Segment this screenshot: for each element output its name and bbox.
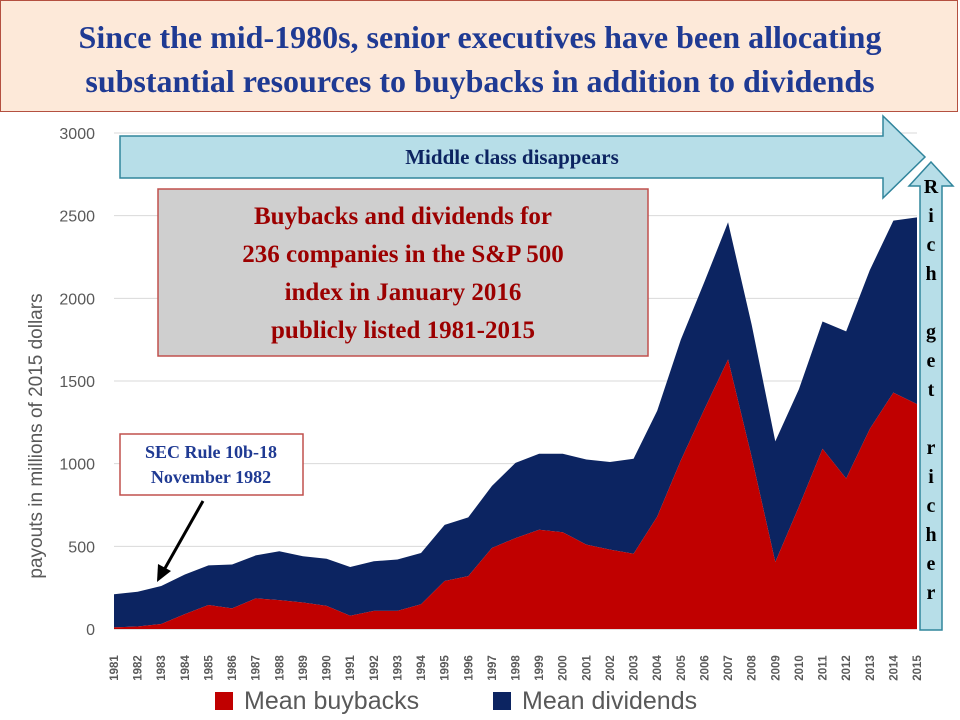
x-tick-label: 1998 (511, 655, 523, 681)
legend-swatch-dividends (493, 692, 511, 710)
rich-letter: c (927, 495, 936, 517)
legend-label-buybacks: Mean buybacks (244, 687, 419, 715)
x-tick-label: 1983 (156, 655, 168, 681)
rich-arrow (907, 160, 955, 631)
x-tick-label: 2013 (865, 655, 877, 681)
sec-rule-line: SEC Rule 10b-18 (145, 442, 277, 462)
series-area-dividends (114, 217, 917, 628)
sec-rule-line: November 1982 (151, 467, 271, 487)
description-line: index in January 2016 (285, 279, 522, 306)
x-tick-label: 2009 (770, 655, 782, 681)
x-tick-label: 1988 (274, 655, 286, 681)
middle-class-arrow (119, 114, 927, 200)
description-box (157, 188, 649, 357)
x-tick-label: 2015 (912, 655, 924, 681)
x-tick-label: 2011 (818, 655, 830, 681)
x-tick-label: 1999 (534, 655, 546, 681)
x-tick-label: 1984 (180, 655, 192, 681)
x-tick-label: 2007 (723, 655, 735, 681)
x-tick-labels: 1981 1982 1983 1984 1985 1986 1987 1988 1989 1990… (109, 655, 924, 681)
x-tick-label: 2008 (747, 655, 759, 681)
x-tick-label: 1993 (392, 655, 404, 681)
y-tick-labels: 0 500 1000 1500 2000 2500 3000 (59, 126, 95, 639)
rich-letter: g (926, 321, 936, 343)
x-tick-label: 2001 (581, 655, 593, 681)
rich-letter: i (928, 466, 934, 488)
x-tick-label: 2002 (605, 655, 617, 681)
x-tick-label: 1995 (440, 655, 452, 681)
rich-letter: e (927, 350, 936, 372)
x-tick-label: 1986 (227, 655, 239, 681)
y-tick-label: 0 (86, 622, 95, 639)
sec-rule-box (119, 433, 304, 496)
description-line: publicly listed 1981-2015 (271, 317, 535, 344)
legend-label-dividends: Mean dividends (522, 687, 697, 715)
y-tick-label: 2500 (59, 209, 95, 226)
y-tick-label: 3000 (59, 126, 95, 143)
rich-letter: i (928, 205, 934, 227)
y-tick-label: 2000 (59, 291, 95, 308)
sec-rule-text: SEC Rule 10b-18 November 1982 (145, 442, 277, 487)
y-tick-label: 1500 (59, 374, 95, 391)
x-tick-label: 2000 (558, 655, 570, 681)
x-tick-label: 2010 (794, 655, 806, 681)
x-tick-label: 1982 (133, 655, 145, 681)
x-tick-label: 2014 (888, 655, 900, 681)
rich-letter: e (927, 553, 936, 575)
x-tick-label: 2005 (676, 655, 688, 681)
x-tick-label: 1996 (463, 655, 475, 681)
rich-letter: h (925, 524, 936, 546)
x-tick-label: 1987 (251, 655, 263, 681)
sec-arrow (162, 500, 205, 571)
series-area-buybacks (114, 359, 917, 629)
y-tick-label: 500 (68, 539, 95, 556)
description-text: Buybacks and dividends for 236 companies … (242, 203, 564, 344)
x-tick-label: 2012 (841, 655, 853, 681)
rich-letter: r (927, 582, 936, 604)
rich-letter: c (927, 234, 936, 256)
x-tick-label: 1985 (203, 655, 215, 681)
x-tick-label: 1994 (416, 655, 428, 681)
x-tick-label: 2006 (699, 655, 711, 681)
title-banner: Since the mid-1980s, senior executives h… (0, 0, 958, 112)
x-tick-label: 1990 (322, 655, 334, 681)
areas (114, 217, 917, 629)
title-line-1: Since the mid-1980s, senior executives h… (78, 19, 882, 55)
y-tick-label: 1000 (59, 457, 95, 474)
x-tick-label: 2003 (629, 655, 641, 681)
y-axis-label: payouts in millions of 2015 dollars (26, 293, 47, 578)
legend-swatch-buybacks (215, 692, 233, 710)
x-tick-label: 1991 (345, 655, 357, 681)
x-tick-label: 2004 (652, 655, 664, 681)
rich-letter: t (928, 379, 935, 401)
x-tick-label: 1989 (298, 655, 310, 681)
middle-class-label: Middle class disappears (405, 145, 619, 169)
x-tick-label: 1992 (369, 655, 381, 681)
x-tick-label: 1997 (487, 655, 499, 681)
x-tick-label: 1981 (109, 655, 121, 681)
rich-letter: R (924, 176, 939, 198)
rich-letter: r (927, 437, 936, 459)
description-line: 236 companies in the S&P 500 (242, 241, 564, 268)
rich-letter: h (925, 263, 936, 285)
description-line: Buybacks and dividends for (254, 203, 552, 230)
sec-arrowhead (157, 564, 171, 582)
title-line-2: substantial resources to buybacks in add… (85, 63, 875, 99)
